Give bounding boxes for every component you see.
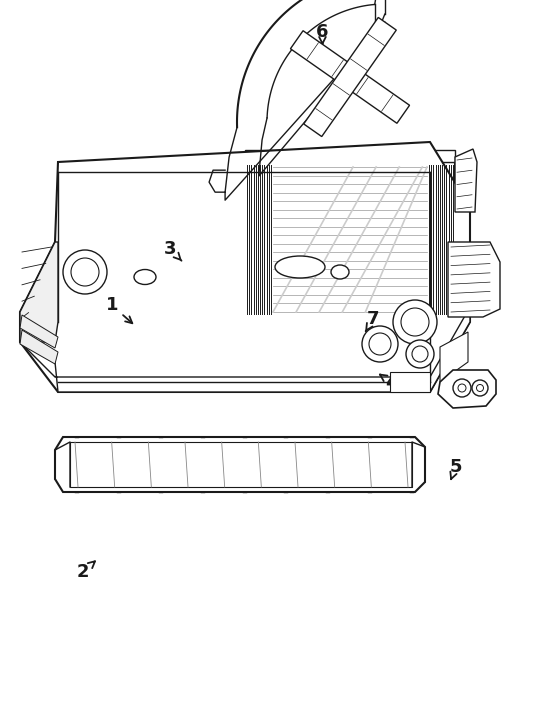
Text: 4: 4 <box>380 373 398 392</box>
Polygon shape <box>20 315 58 348</box>
Circle shape <box>369 333 391 355</box>
Text: 1: 1 <box>106 296 132 323</box>
Polygon shape <box>304 18 397 137</box>
Circle shape <box>362 326 398 362</box>
Polygon shape <box>20 330 58 364</box>
Polygon shape <box>455 149 477 212</box>
Circle shape <box>393 300 437 344</box>
Text: 2: 2 <box>76 561 95 581</box>
Circle shape <box>401 308 429 336</box>
Polygon shape <box>438 370 496 408</box>
Circle shape <box>453 379 471 397</box>
Polygon shape <box>20 307 470 392</box>
Circle shape <box>477 385 483 392</box>
Ellipse shape <box>134 270 156 284</box>
Circle shape <box>63 250 107 294</box>
Text: 6: 6 <box>316 22 329 44</box>
Text: 5: 5 <box>449 458 462 479</box>
Polygon shape <box>290 31 409 124</box>
Polygon shape <box>245 162 455 317</box>
Polygon shape <box>440 332 468 382</box>
Circle shape <box>412 346 428 362</box>
Polygon shape <box>245 317 455 329</box>
Polygon shape <box>20 142 470 392</box>
Ellipse shape <box>331 265 349 279</box>
Ellipse shape <box>275 256 325 278</box>
Polygon shape <box>390 372 430 392</box>
Text: 7: 7 <box>366 310 379 331</box>
Circle shape <box>71 258 99 286</box>
Circle shape <box>472 380 488 396</box>
Text: 3: 3 <box>164 240 182 260</box>
Polygon shape <box>55 437 425 492</box>
Circle shape <box>406 340 434 368</box>
Polygon shape <box>448 242 500 317</box>
Circle shape <box>458 384 466 392</box>
Polygon shape <box>245 150 455 162</box>
Polygon shape <box>20 242 58 342</box>
